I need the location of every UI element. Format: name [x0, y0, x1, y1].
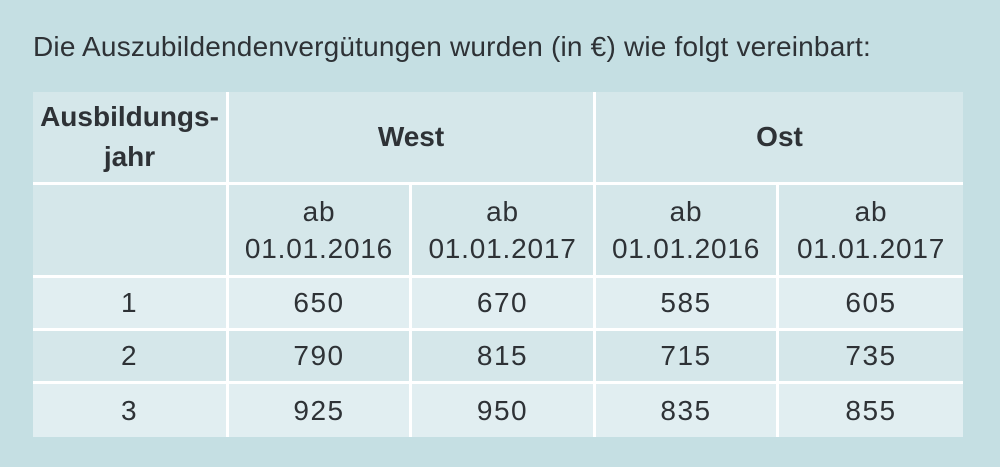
page-title: Die Auszubildendenvergütungen wurden (in…: [33, 31, 871, 62]
subheader-west-2017: ab 01.01.2017: [412, 185, 597, 278]
cell-year-3-ost-2016: 835: [596, 384, 780, 437]
cell-year-3-west-2016: 925: [229, 384, 412, 437]
cell-year-2-west-2016: 790: [229, 331, 412, 384]
cell-year-1-ost-2016: 585: [596, 278, 780, 331]
cell-year-3-west-2017: 950: [412, 384, 597, 437]
table-row-year-3: 3 925 950 835 855: [33, 384, 964, 437]
subheader-west-2016: ab 01.01.2016: [229, 185, 412, 278]
subheader-west-2017-line2: 01.01.2017: [428, 233, 577, 264]
header-ausbildungsjahr-line2: jahr: [103, 141, 156, 172]
table-subheader-row: ab 01.01.2016 ab 01.01.2017 ab 01.01.201…: [33, 185, 964, 278]
subheader-ost-2017: ab 01.01.2017: [779, 185, 964, 278]
header-ost: Ost: [596, 92, 964, 185]
cell-year-1-west-2016: 650: [229, 278, 412, 331]
cell-year-2-ost-2017: 735: [779, 331, 964, 384]
subheader-ost-2016-line1: ab: [669, 196, 703, 227]
subheader-ost-2017-line1: ab: [854, 196, 888, 227]
cell-year-2-west-2017: 815: [412, 331, 597, 384]
cell-year-2-ost-2016: 715: [596, 331, 780, 384]
header-ausbildungsjahr-line1: Ausbildungs-: [40, 101, 219, 132]
subheader-empty-cell: [33, 185, 229, 278]
cell-year-3-ost-2017: 855: [779, 384, 964, 437]
subheader-ost-2016-line2: 01.01.2016: [611, 233, 761, 264]
cell-year-1-ost-2017: 605: [779, 278, 964, 331]
table-group-header-row: Ausbildungs- jahr West Ost: [33, 92, 964, 185]
subheader-west-2017-line1: ab: [486, 196, 519, 227]
cell-year-1-west-2017: 670: [412, 278, 597, 331]
remuneration-table: Ausbildungs- jahr West Ost ab 01.01.2016…: [33, 92, 964, 437]
cell-year-1: 1: [33, 278, 229, 331]
table-row-year-2: 2 790 815 715 735: [33, 331, 964, 384]
cell-year-2: 2: [33, 331, 229, 384]
subheader-ost-2016: ab 01.01.2016: [596, 185, 780, 278]
table-row-year-1: 1 650 670 585 605: [33, 278, 964, 331]
header-west: West: [229, 92, 597, 185]
subheader-west-2016-line2: 01.01.2016: [244, 233, 394, 264]
header-ausbildungsjahr: Ausbildungs- jahr: [33, 92, 229, 185]
cell-year-3: 3: [33, 384, 229, 437]
subheader-west-2016-line1: ab: [302, 196, 336, 227]
subheader-ost-2017-line2: 01.01.2017: [796, 233, 946, 264]
